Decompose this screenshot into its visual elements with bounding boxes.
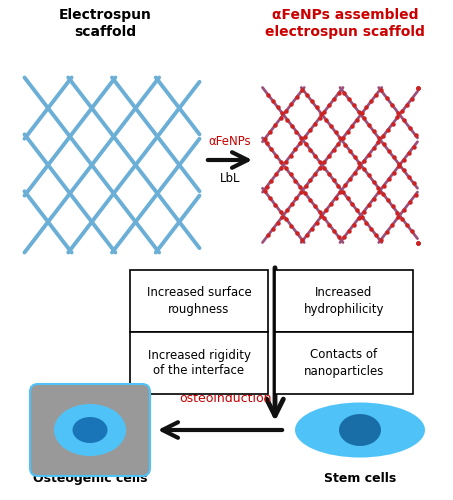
Text: LbL: LbL (220, 172, 240, 185)
Text: Electrospun
scaffold: Electrospun scaffold (58, 8, 151, 40)
Ellipse shape (54, 404, 126, 456)
Text: Increased surface
roughness: Increased surface roughness (147, 286, 251, 316)
Text: Contacts of
nanoparticles: Contacts of nanoparticles (304, 348, 384, 378)
Ellipse shape (295, 402, 425, 458)
FancyBboxPatch shape (30, 384, 150, 476)
FancyBboxPatch shape (275, 332, 413, 394)
Text: Increased
hydrophilicity: Increased hydrophilicity (304, 286, 384, 316)
Text: αFeNPs assembled
electrospun scaffold: αFeNPs assembled electrospun scaffold (265, 8, 425, 40)
FancyBboxPatch shape (130, 332, 268, 394)
Text: Stem cells: Stem cells (324, 472, 396, 485)
Text: Increased rigidity
of the interface: Increased rigidity of the interface (148, 348, 251, 378)
Text: Enhanced
osteoinduction: Enhanced osteoinduction (179, 376, 271, 405)
Ellipse shape (72, 417, 107, 443)
Ellipse shape (339, 414, 381, 446)
Text: αFeNPs: αFeNPs (209, 135, 251, 148)
FancyBboxPatch shape (275, 270, 413, 332)
Text: Osteogenic cells: Osteogenic cells (33, 472, 147, 485)
FancyBboxPatch shape (130, 270, 268, 332)
